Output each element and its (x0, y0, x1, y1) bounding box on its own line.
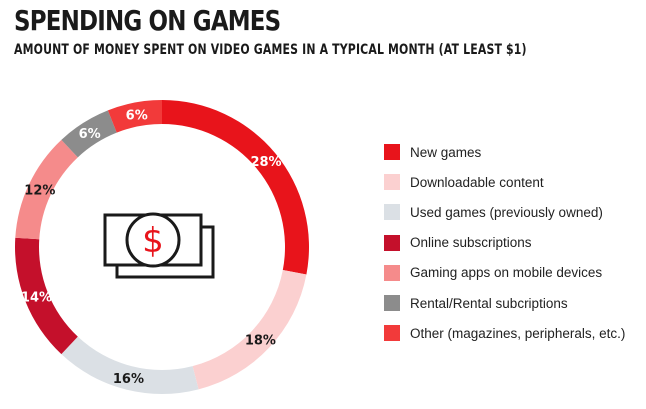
legend-swatch (384, 295, 400, 312)
svg-text:$: $ (142, 221, 164, 261)
legend-item: Downloadable content (384, 167, 625, 197)
slice-1 (192, 270, 307, 390)
slice-2 (61, 336, 199, 394)
legend-swatch (384, 144, 400, 161)
slice-label-3: 14% (21, 291, 52, 306)
legend-swatch (384, 174, 400, 191)
legend-item: New games (384, 137, 625, 167)
slice-label-4: 12% (24, 184, 55, 199)
slice-label-5: 6% (79, 127, 101, 142)
slice-label-6: 6% (126, 108, 148, 123)
legend: New games Downloadable content Used games … (384, 137, 625, 348)
legend-item: Other (magazines, peripherals, etc.) (384, 318, 625, 348)
slice-0 (162, 100, 310, 275)
legend-label: Used games (previously owned) (410, 204, 603, 220)
legend-item: Used games (previously owned) (384, 197, 625, 227)
slice-4 (15, 139, 78, 240)
legend-label: Other (magazines, peripherals, etc.) (410, 325, 626, 341)
legend-swatch (384, 325, 400, 342)
slice-label-0: 28% (250, 155, 281, 170)
legend-swatch (384, 234, 400, 251)
legend-label: Gaming apps on mobile devices (410, 265, 603, 281)
legend-label: New games (410, 144, 482, 160)
legend-label: Online subscriptions (410, 235, 532, 251)
slice-6 (107, 100, 162, 133)
legend-item: Gaming apps on mobile devices (384, 258, 625, 288)
slice-label-2: 16% (113, 372, 144, 387)
legend-swatch (384, 204, 400, 221)
chart-title: SPENDING ON GAMES (14, 4, 281, 37)
legend-swatch (384, 264, 400, 281)
legend-item: Rental/Rental subcriptions (384, 288, 625, 318)
legend-label: Rental/Rental subcriptions (410, 295, 568, 311)
slice-label-1: 18% (245, 333, 276, 348)
dollar-bill-icon: $ (103, 212, 215, 279)
chart-subtitle: AMOUNT OF MONEY SPENT ON VIDEO GAMES IN … (14, 42, 527, 58)
slice-5 (61, 110, 117, 158)
legend-label: Downloadable content (410, 174, 544, 190)
slice-3 (15, 237, 78, 355)
legend-item: Online subscriptions (384, 228, 625, 258)
